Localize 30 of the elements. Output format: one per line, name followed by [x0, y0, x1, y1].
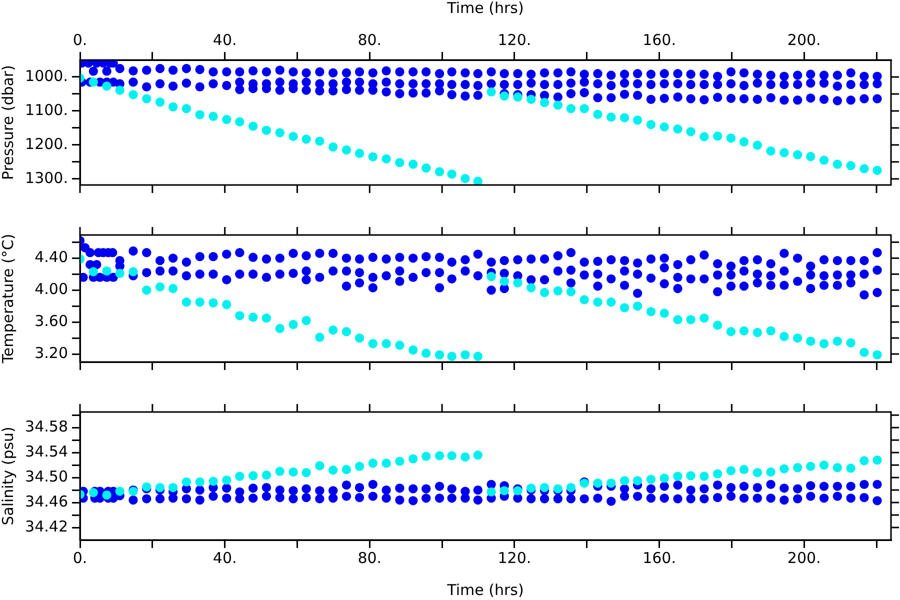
x-tick-label: 200. — [787, 30, 821, 49]
y-tick-label: 4.40 — [34, 248, 68, 266]
x-tick-label: 160. — [642, 30, 676, 49]
x-tick-label: 80. — [358, 548, 382, 567]
y-tick-label: 3.20 — [34, 344, 68, 362]
x-tick-label: 40. — [212, 30, 237, 49]
y-tick-label: 34.50 — [25, 467, 68, 486]
x-tick-label: 80. — [358, 30, 382, 49]
y-axis-title: Salinity (psu) — [0, 426, 17, 526]
y-tick-label: 34.54 — [25, 442, 68, 460]
x-axis-title: Time (hrs) — [446, 580, 524, 599]
x-tick-label: 40. — [212, 548, 237, 567]
y-tick-label: 34.42 — [25, 517, 68, 536]
x-tick-label: 0. — [72, 30, 88, 49]
x-tick-label: 120. — [498, 30, 532, 49]
x-tick-label: 0. — [72, 548, 88, 567]
y-tick-label: 34.46 — [25, 492, 68, 510]
y-tick-label: 1300. — [25, 168, 68, 187]
y-tick-label: 34.58 — [25, 418, 68, 436]
y-axis-title: Pressure (dbar) — [0, 65, 17, 180]
y-tick-label: 1100. — [25, 100, 68, 119]
x-tick-label: 200. — [787, 548, 821, 567]
x-tick-label: 120. — [498, 548, 532, 567]
y-tick-label: 1000. — [25, 66, 68, 85]
y-tick-label: 3.60 — [34, 312, 68, 330]
x-tick-label: 160. — [642, 548, 676, 567]
y-tick-label: 4.00 — [34, 280, 68, 298]
y-axis-title: Temperature (°C) — [0, 234, 17, 364]
x-axis-title: Time (hrs) — [446, 0, 524, 17]
y-tick-label: 1200. — [25, 134, 68, 153]
